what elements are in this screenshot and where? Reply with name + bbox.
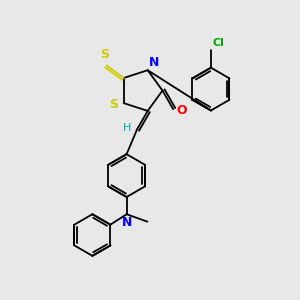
Text: S: S: [100, 48, 109, 61]
Text: N: N: [149, 56, 160, 69]
Text: S: S: [110, 98, 118, 111]
Text: O: O: [177, 104, 188, 117]
Text: Cl: Cl: [212, 38, 224, 48]
Text: N: N: [122, 216, 132, 229]
Text: H: H: [123, 123, 132, 133]
